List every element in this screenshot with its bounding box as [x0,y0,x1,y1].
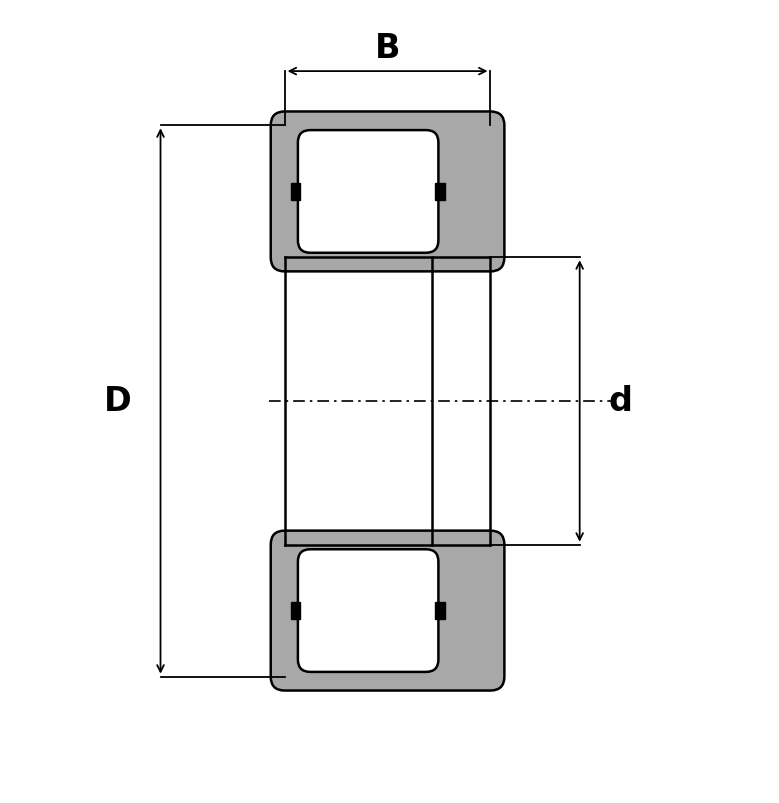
Bar [291,184,300,201]
Text: B: B [375,32,400,65]
Bar [284,258,491,545]
FancyBboxPatch shape [271,531,504,691]
Text: d: d [608,385,632,418]
Text: D: D [104,385,132,418]
FancyBboxPatch shape [298,549,439,672]
Bar [435,602,445,619]
Bar [435,184,445,201]
Bar [291,602,300,619]
FancyBboxPatch shape [271,112,504,272]
FancyBboxPatch shape [298,131,439,254]
